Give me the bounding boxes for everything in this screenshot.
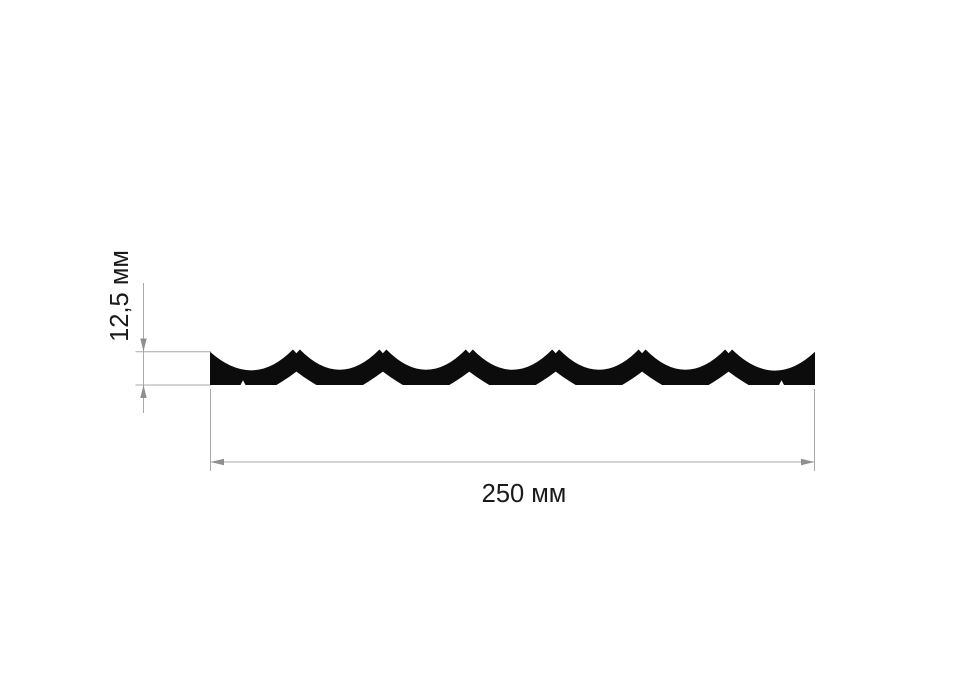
arrow-left-icon [210,458,224,466]
width-dimension-label: 250 мм [482,480,567,508]
arrow-down-icon [140,338,147,352]
height-dimension-label: 12,5 мм [106,250,134,342]
arrow-up-icon [140,385,147,398]
height-dimension: 12,5 мм [106,250,211,413]
arrow-right-icon [801,458,815,466]
profile-shape [210,349,815,385]
width-dimension: 250 мм [210,389,815,508]
